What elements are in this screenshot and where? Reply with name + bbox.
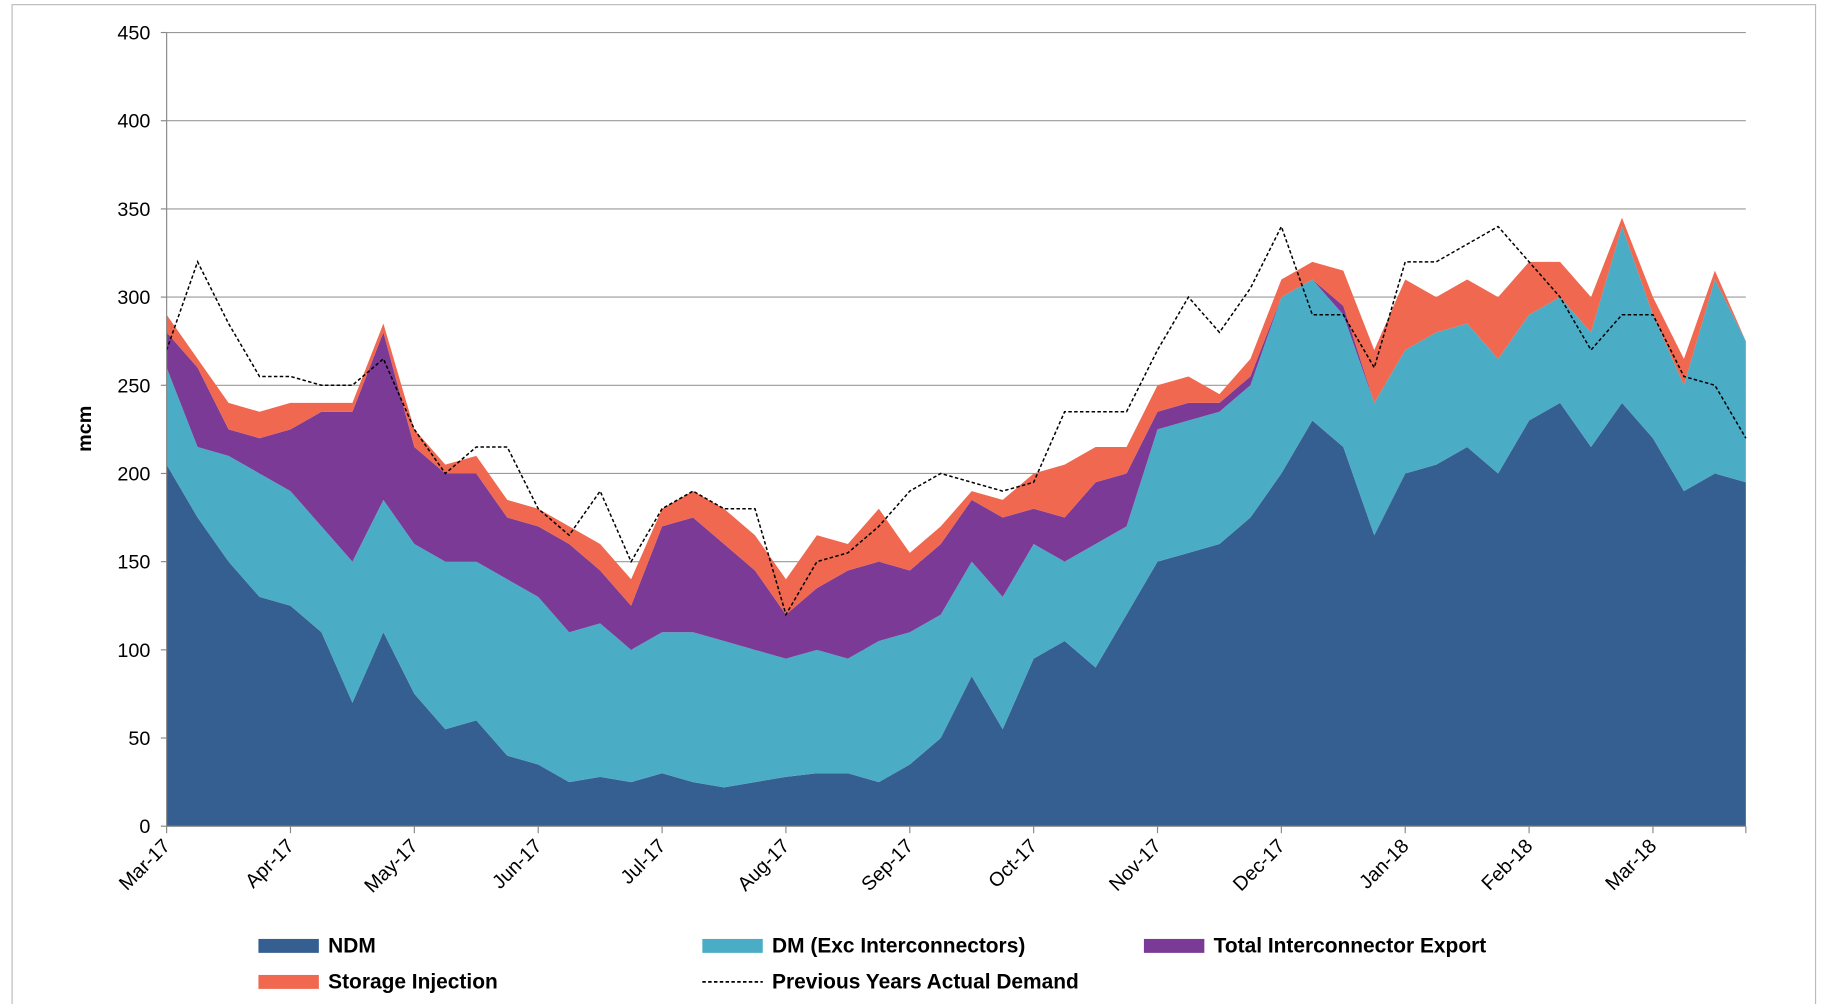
area	[166, 226, 1746, 788]
y-tick-label: 100	[117, 640, 150, 662]
y-tick-label: 450	[117, 23, 150, 45]
y-tick-label: 50	[128, 728, 150, 750]
y-tick-label: 150	[117, 552, 150, 574]
area	[166, 217, 1746, 615]
chart-frame	[11, 4, 1817, 1004]
line	[165, 224, 1747, 617]
legend-swatch	[258, 938, 319, 953]
legend-label: Total Interconnector Export	[1214, 935, 1487, 958]
x-tick-label: Sep-17	[857, 835, 918, 896]
legend-label: NDM	[328, 935, 376, 958]
legend: NDM DM (Exc Interconnectors) Total Inter…	[258, 935, 1486, 994]
x-tick-label: Jul-17	[617, 835, 671, 889]
x-tick-label: Dec-17	[1229, 835, 1290, 896]
x-tick-label: Aug-17	[734, 835, 795, 896]
x-tick-label: May-17	[360, 835, 422, 897]
area	[166, 402, 1746, 827]
legend-label: DM (Exc Interconnectors)	[772, 935, 1025, 958]
y-axis-label: mcm	[74, 406, 96, 452]
plot-area	[165, 31, 1747, 827]
legend-swatch	[258, 974, 319, 989]
y-tick-label: 400	[117, 111, 150, 133]
y-tick-label: 350	[117, 199, 150, 221]
legend-swatch	[1143, 938, 1205, 953]
area	[166, 226, 1746, 659]
x-tick-label: Jan-18	[1355, 835, 1413, 893]
x-tick-label: Apr-17	[241, 835, 298, 892]
legend-label: Previous Years Actual Demand	[772, 971, 1079, 994]
legend-label: Storage Injection	[328, 971, 498, 994]
x-tick-label: Nov-17	[1105, 835, 1166, 896]
x-tick-label: Oct-17	[984, 835, 1041, 892]
y-tick-label: 200	[117, 463, 150, 485]
x-tick-label: Jun-17	[488, 835, 546, 893]
y-tick-label: 0	[139, 816, 150, 838]
y-tick-label: 250	[117, 375, 150, 397]
y-tick-label: 300	[117, 287, 150, 309]
x-tick-label: Mar-17	[115, 835, 175, 895]
x-tick-label: Mar-18	[1601, 835, 1661, 895]
legend-swatch	[702, 938, 763, 953]
x-tick-label: Feb-18	[1477, 835, 1537, 895]
